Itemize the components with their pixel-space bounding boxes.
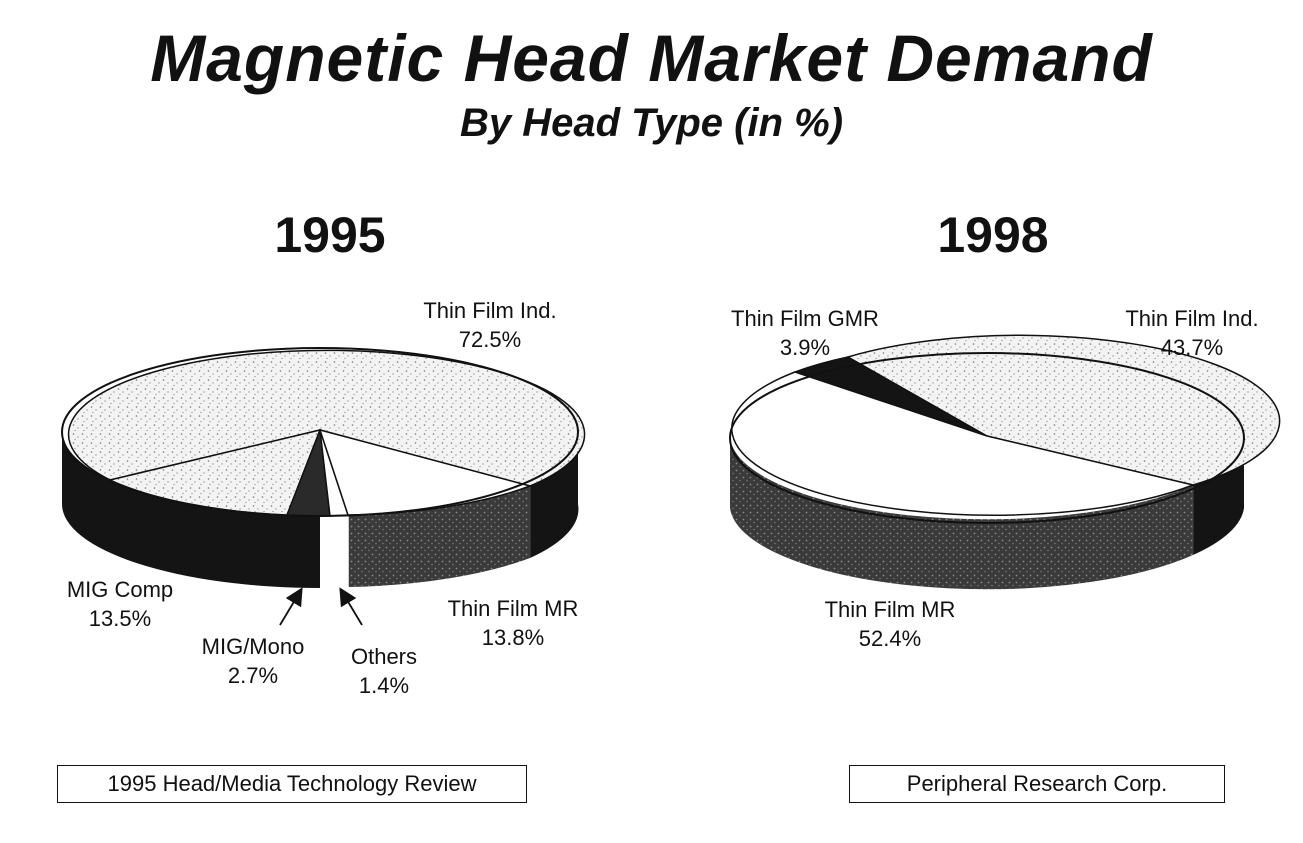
slice-value: 13.8%	[481, 625, 545, 650]
chart-subtitle: By Head Type (in %)	[459, 101, 844, 145]
slice-value: 2.7%	[227, 663, 279, 688]
pie-1995-arrow-others	[339, 587, 363, 626]
pie-1998-label-thin-film-gmr: Thin Film GMR 3.9%	[700, 304, 910, 362]
pie-1998-label-thin-film-ind: Thin Film Ind. 43.7%	[1092, 304, 1292, 362]
pie-1998-slice-thin-film-ind	[846, 334, 1281, 486]
slice-value: 1.4%	[358, 673, 410, 698]
slice-label: Thin Film MR	[447, 596, 579, 621]
slice-label: MIG/Mono	[201, 634, 305, 659]
pie-1995-title: 1995	[274, 207, 386, 263]
slice-value: 52.4%	[858, 626, 922, 651]
slice-value: 72.5%	[458, 327, 522, 352]
pie-1995	[61, 347, 586, 626]
source-box-left: 1995 Head/Media Technology Review	[57, 765, 527, 803]
slice-label: MIG Comp	[66, 577, 174, 602]
pie-1995-label-thin-film-mr: Thin Film MR 13.8%	[418, 594, 608, 652]
chart-title: Magnetic Head Market Demand	[150, 21, 1153, 95]
slice-value: 3.9%	[779, 335, 831, 360]
pie-1995-wall-left	[62, 432, 320, 588]
slice-label: Thin Film Ind.	[423, 298, 557, 323]
pie-1995-label-thin-film-ind: Thin Film Ind. 72.5%	[390, 296, 590, 354]
pie-1995-slice-thin-film-ind	[67, 349, 586, 487]
pie-1995-wall-mr	[348, 486, 530, 587]
slice-value: 43.7%	[1160, 335, 1224, 360]
pie-1998	[729, 334, 1281, 590]
slice-label: Thin Film Ind.	[1125, 306, 1259, 331]
pie-1998-title: 1998	[937, 207, 1049, 263]
pie-1998-slice-thin-film-mr	[730, 371, 1196, 516]
pie-1995-arrow-mig-mono	[279, 587, 303, 626]
slice-label: Thin Film GMR	[731, 306, 879, 331]
pie-1998-wall-mr	[730, 438, 1193, 590]
slice-label: Others	[350, 644, 418, 669]
pie-1995-label-mig-comp: MIG Comp 13.5%	[40, 575, 200, 633]
slice-value: 13.5%	[88, 606, 152, 631]
slice-label: Thin Film MR	[824, 597, 956, 622]
pie-1995-label-others: Others 1.4%	[324, 642, 444, 700]
pie-1995-label-mig-mono: MIG/Mono 2.7%	[183, 632, 323, 690]
pie-1998-label-thin-film-mr: Thin Film MR 52.4%	[790, 595, 990, 653]
source-box-right: Peripheral Research Corp.	[849, 765, 1225, 803]
